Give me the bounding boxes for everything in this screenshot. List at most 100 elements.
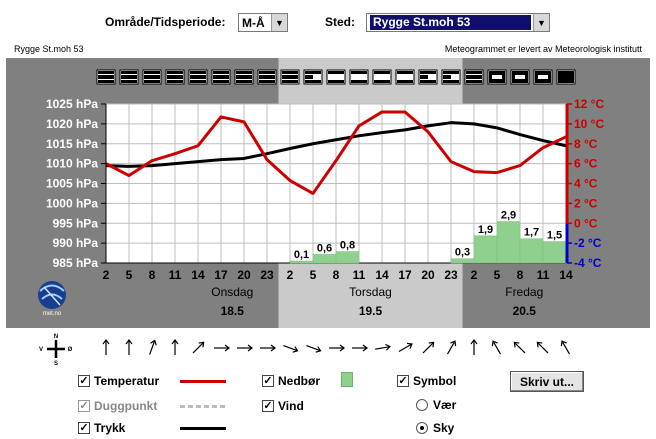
chart-background [6,58,650,328]
toggle-dewpoint-label: Duggpunkt [94,399,158,413]
wind-arrow-icon [283,345,299,353]
checkbox-checked-icon[interactable]: ✓ [262,375,274,387]
toggle-wind-label: Vind [278,399,304,413]
wind-arrow-head [513,341,520,348]
day-date: 20.5 [513,304,537,318]
wind-arrow-shaft [398,343,412,353]
wind-arrow-shape [536,341,549,354]
checkbox-checked-icon[interactable]: ✓ [78,400,90,412]
cloud-cover-mark [290,75,298,79]
cloud-cover-mark [420,75,428,79]
radio-off-icon[interactable] [416,399,428,411]
toggle-temperature[interactable]: ✓ Temperatur [78,374,159,388]
checkbox-checked-icon[interactable]: ✓ [262,400,274,412]
wind-arrow-head [385,343,391,351]
chart-lines [105,110,567,195]
wind-arrow-shape [329,344,345,352]
toggle-precipitation[interactable]: ✓ Nedbør [262,374,320,388]
toggle-dewpoint[interactable]: ✓ Duggpunkt [78,399,157,413]
wind-arrow-shape [560,340,571,355]
hour-tick-label: 14 [375,268,389,282]
wind-arrow-shaft [192,342,204,354]
cloud-symbol-bottom-bar [144,80,160,83]
cloud-symbol-bottom-bar [121,80,137,83]
wind-arrow-head [406,342,413,349]
wind-arrow-head [102,339,110,345]
radio-cloud[interactable]: Sky [416,421,454,435]
toggle-pressure[interactable]: ✓ Trykk [78,421,125,435]
print-button[interactable]: Skriv ut... [510,371,584,392]
wind-arrow-icon [192,341,205,354]
pressure-tick-label: 1005 hPa [46,177,98,191]
wind-arrow-head [362,344,368,352]
wind-arrow-icon [536,341,549,354]
hour-tick-label: 8 [333,268,340,282]
wind-arrow-shape [102,339,110,355]
cloud-cover-mark [129,75,137,79]
hour-tick-label: 5 [126,268,133,282]
cloud-cover-mark [106,75,114,79]
radio-on-icon[interactable] [416,422,428,434]
meteogram-chart: 0,1 0,6 0,8 0,3 1,9 2,9 1,7 1,5 1025 hPa 1020 hPa… [6,58,650,328]
cloud-cover-mark [121,75,129,79]
cloud-cover-mark [190,75,198,79]
day-date: 18.5 [221,304,245,318]
precip-label: 1,7 [524,227,539,239]
temperature-tick-label: 4 °C [574,177,598,191]
cloud-symbol [395,69,415,85]
radio-weather-label: Vær [433,398,457,412]
chevron-down-icon[interactable]: ▼ [271,14,287,31]
toggle-wind[interactable]: ✓ Vind [262,399,304,413]
chevron-down-icon[interactable]: ▼ [533,14,549,31]
toggle-pressure-label: Trykk [94,421,126,435]
hour-tick-label: 8 [149,268,156,282]
cloud-symbol-bottom-bar [374,80,390,83]
checkbox-checked-icon[interactable]: ✓ [78,375,90,387]
wind-arrow-icon [513,341,526,354]
temperature-tick-label: -4 °C [574,256,602,270]
hour-tick-label: 14 [559,268,573,282]
pressure-tick-label: 1000 hPa [46,196,98,210]
cloud-symbol [349,69,369,85]
precipitation-bars [289,221,567,264]
temperature-tick-label: 12 °C [574,97,604,111]
place-select[interactable]: Rygge St.moh 53 ▼ [366,13,550,32]
wind-arrow-head [470,339,478,345]
wind-arrow-head [560,340,567,347]
hour-tick-label: 20 [237,268,251,282]
wind-arrow-head [339,344,345,352]
chart-axes [101,103,572,264]
wind-arrow-head [224,344,230,352]
wind-arrow-shaft [514,342,526,354]
toggle-temperature-label: Temperatur [94,374,160,388]
wind-arrow-icon [470,339,478,355]
precip-bar [542,241,567,264]
checkbox-checked-icon[interactable]: ✓ [78,422,90,434]
cloud-symbol-top-bar [144,71,160,74]
temperature-tick-label: 6 °C [574,157,598,171]
cloud-symbol-bottom-bar [98,80,114,83]
cloud-cover-mark [443,75,451,79]
pressure-legend [180,427,226,430]
cloud-symbol-bottom-bar [328,80,344,83]
wind-arrow-head [450,340,457,347]
cloud-symbol-top-bar [213,71,229,74]
cloud-symbol-bottom-bar [466,80,482,83]
hour-tick-label: 20 [421,268,435,282]
cloud-symbol [372,69,392,85]
toggle-symbol[interactable]: ✓ Symbol [397,374,456,388]
radio-weather[interactable]: Vær [416,398,456,412]
hour-tick-label: 23 [260,268,274,282]
hour-tick-label: 11 [169,268,182,282]
wind-arrow-shaft [537,342,549,354]
cloud-symbol-bottom-bar [305,80,321,83]
cloud-symbol-bottom-bar [397,80,413,83]
checkbox-checked-icon[interactable]: ✓ [397,375,409,387]
cloud-cover-mark [198,75,206,79]
period-select[interactable]: M-Å ▼ [238,13,288,32]
cloud-cover-mark [282,75,290,79]
logo-text: met.no [43,311,62,317]
cloud-cover-mark [466,75,474,79]
cloud-symbol-bottom-bar [190,80,206,83]
wind-arrow-shaft [446,341,456,355]
